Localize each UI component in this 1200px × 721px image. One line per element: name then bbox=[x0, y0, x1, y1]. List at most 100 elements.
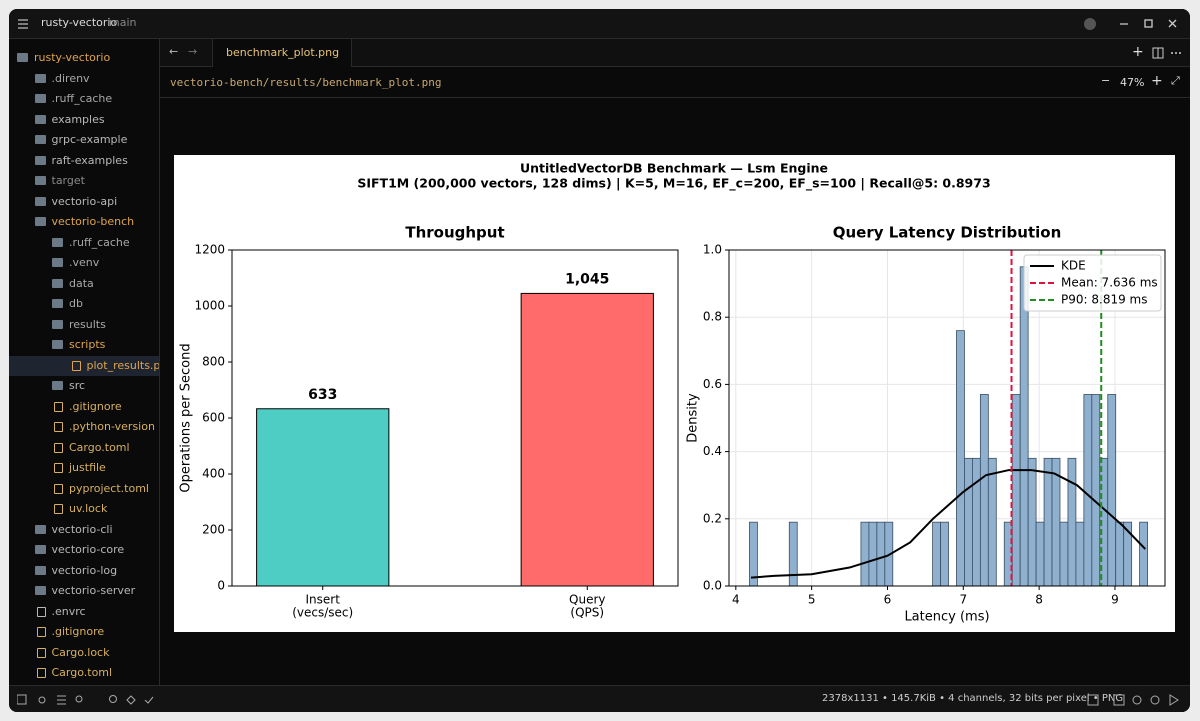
tree-row[interactable]: plot_results.py bbox=[9, 355, 159, 376]
zoom-in[interactable]: + bbox=[1151, 73, 1163, 89]
histogram-bar bbox=[1115, 521, 1125, 587]
y-tick-label: 600 bbox=[202, 411, 225, 425]
fit-button[interactable]: ⤢ bbox=[1171, 74, 1180, 87]
icon-c[interactable] bbox=[1132, 695, 1142, 705]
figure-title: UntitledVectorDB Benchmark — Lsm Engine bbox=[520, 161, 828, 176]
tree-label: target bbox=[51, 174, 85, 187]
tree-row[interactable]: justfile bbox=[9, 458, 159, 478]
kde-line bbox=[750, 469, 1147, 579]
tree-icon bbox=[34, 524, 46, 534]
x-tick-label: 4 bbox=[732, 593, 740, 607]
y-tick-label: 0.4 bbox=[703, 444, 722, 458]
zoom-out[interactable]: − bbox=[1101, 74, 1111, 87]
git-icon[interactable] bbox=[38, 696, 46, 704]
y-tick-label: 0.0 bbox=[703, 579, 722, 593]
tree-icon bbox=[52, 278, 63, 288]
tree-icon bbox=[71, 360, 81, 371]
tree-row[interactable]: .venv bbox=[9, 253, 159, 273]
diag-icon[interactable] bbox=[126, 695, 136, 705]
tree-row[interactable]: vectorio-log bbox=[9, 561, 159, 581]
collab-icon[interactable] bbox=[75, 695, 83, 703]
tree-row[interactable]: .direnv bbox=[9, 69, 159, 89]
tree-row[interactable]: .python-version bbox=[9, 417, 159, 437]
histogram-bar bbox=[964, 457, 973, 587]
tree-row[interactable]: vectorio-core bbox=[9, 540, 159, 560]
tree-row[interactable]: data bbox=[9, 274, 159, 294]
search-icon[interactable] bbox=[109, 695, 117, 703]
menu-icon[interactable] bbox=[17, 18, 29, 30]
tree-row[interactable]: vectorio-server bbox=[9, 581, 159, 601]
tree-row[interactable]: vectorio-api bbox=[9, 192, 159, 212]
branch-name[interactable]: main bbox=[109, 16, 137, 29]
tree-row[interactable]: Cargo.toml bbox=[9, 663, 159, 683]
back-button[interactable]: ← bbox=[169, 45, 179, 58]
legend-label: P90: 8.819 ms bbox=[1061, 293, 1147, 307]
y-tick-label: 800 bbox=[202, 355, 225, 369]
tree-row[interactable]: uv.lock bbox=[9, 499, 159, 519]
tree-label: Cargo.lock bbox=[51, 645, 110, 659]
tree-row[interactable]: Cargo.lock bbox=[9, 643, 159, 663]
histogram-bar bbox=[1067, 457, 1077, 587]
tree-label: scripts bbox=[69, 338, 106, 351]
tree-label: .venv bbox=[69, 256, 100, 269]
tree-row[interactable]: .gitignore bbox=[9, 397, 159, 417]
tree-label: justfile bbox=[69, 461, 106, 474]
chart-title: Throughput bbox=[405, 224, 504, 242]
tree-label: src bbox=[69, 379, 86, 392]
tree-row[interactable]: db bbox=[9, 294, 159, 314]
tree-label: .envrc bbox=[51, 604, 86, 618]
tree-label: vectorio-log bbox=[51, 563, 118, 577]
tree-icon bbox=[52, 340, 63, 349]
tree-row[interactable]: vectorio-bench bbox=[9, 212, 159, 232]
y-tick-label: 1.0 bbox=[703, 243, 722, 257]
tree-row[interactable]: pyproject.toml bbox=[9, 479, 159, 499]
tab-bar: ← → benchmark_plot.png + bbox=[160, 39, 1190, 67]
tree-row[interactable]: grpc-example bbox=[9, 130, 159, 150]
tree-row[interactable]: examples bbox=[9, 110, 159, 130]
bar bbox=[520, 292, 654, 587]
icon-b[interactable] bbox=[1113, 694, 1125, 706]
forward-button[interactable]: → bbox=[188, 45, 198, 58]
tree-icon bbox=[52, 381, 63, 390]
tree-row[interactable]: scripts bbox=[9, 335, 159, 355]
project-name[interactable]: rusty-vectorio bbox=[41, 16, 118, 29]
histogram-bar bbox=[1091, 394, 1101, 587]
figure-subtitle: SIFT1M (200,000 vectors, 128 dims) | K=5… bbox=[357, 176, 990, 192]
tree-row[interactable]: raft-examples bbox=[9, 151, 159, 171]
icon-e[interactable] bbox=[1169, 694, 1179, 706]
tree-row[interactable]: Cargo.toml bbox=[9, 438, 159, 458]
tree-row[interactable]: .envrc bbox=[9, 602, 159, 622]
tree-label: .gitignore bbox=[51, 625, 105, 638]
x-tick-label: 8 bbox=[1035, 593, 1043, 607]
histogram-bar bbox=[1059, 521, 1069, 587]
tree-label: vectorio-server bbox=[51, 584, 136, 597]
check-icon[interactable] bbox=[144, 696, 154, 704]
tree-icon bbox=[34, 565, 46, 575]
panel-icon[interactable] bbox=[17, 694, 27, 705]
histogram-bar bbox=[1075, 521, 1085, 587]
tree-label: vectorio-api bbox=[51, 194, 118, 208]
tree-icon bbox=[54, 422, 63, 432]
x-tick-label: (QPS) bbox=[570, 606, 604, 620]
tab[interactable]: benchmark_plot.png bbox=[212, 39, 352, 67]
tree-row[interactable]: vectorio-cli bbox=[9, 520, 159, 540]
new-tab-button[interactable]: + bbox=[1132, 44, 1144, 60]
icon-d[interactable] bbox=[1150, 695, 1160, 705]
close[interactable] bbox=[1168, 19, 1177, 28]
tree-row[interactable]: .ruff_cache bbox=[9, 233, 159, 253]
tree-row[interactable]: rusty-vectorio bbox=[9, 48, 159, 68]
tree-row[interactable]: .ruff_cache bbox=[9, 89, 159, 109]
icon-a[interactable] bbox=[1087, 694, 1099, 706]
titlebar: rusty-vectorio main bbox=[9, 9, 1190, 39]
tree-row[interactable]: target bbox=[9, 171, 159, 191]
tree-row[interactable]: src bbox=[9, 376, 159, 396]
tree-row[interactable]: .gitignore bbox=[9, 622, 159, 642]
outline-icon[interactable] bbox=[57, 695, 66, 705]
maximize[interactable] bbox=[1144, 19, 1153, 28]
avatar[interactable] bbox=[1084, 18, 1096, 30]
histogram-bar bbox=[1027, 457, 1037, 587]
legend bbox=[1023, 254, 1162, 312]
more-button[interactable] bbox=[1171, 52, 1173, 54]
tree-icon bbox=[34, 94, 46, 103]
tree-row[interactable]: results bbox=[9, 315, 159, 335]
